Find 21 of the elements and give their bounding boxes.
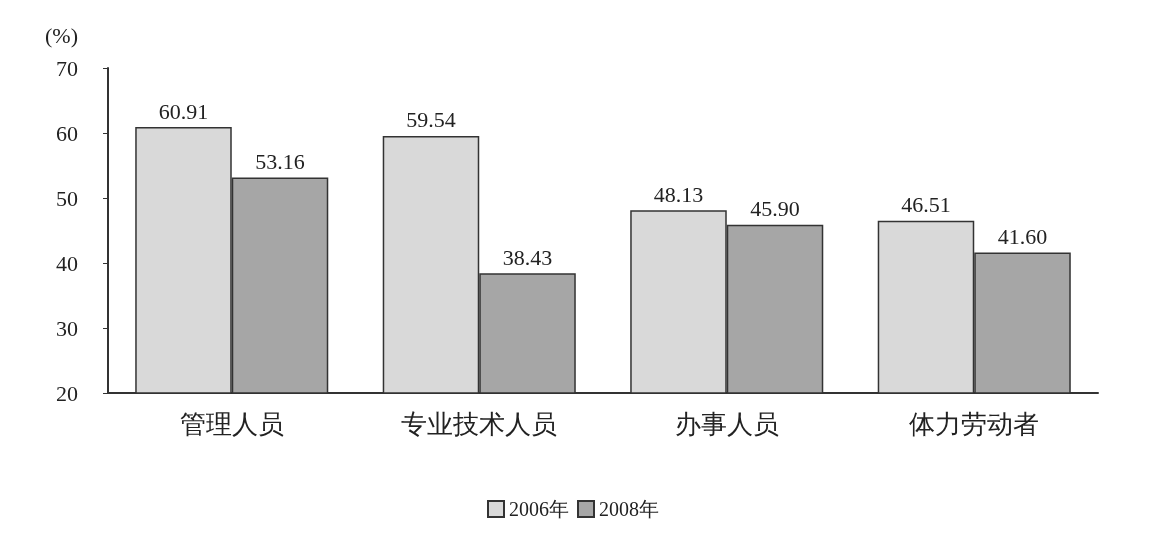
- y-tick-label: 50: [56, 185, 78, 211]
- data-label: 53.16: [255, 148, 305, 174]
- x-tick-label: 办事人员: [674, 409, 779, 439]
- data-label: 59.54: [406, 107, 456, 133]
- x-tick-label: 体力劳动者: [909, 409, 1040, 439]
- legend-label: 2008年: [599, 498, 659, 520]
- y-axis-title: (%): [45, 22, 78, 48]
- data-label: 45.90: [750, 196, 800, 222]
- data-label: 48.13: [653, 181, 704, 207]
- x-tick-label: 管理人员: [179, 409, 284, 439]
- y-tick-label: 30: [56, 315, 78, 341]
- y-tick-label: 40: [56, 250, 78, 276]
- data-label: 46.51: [901, 192, 951, 218]
- y-tick-label: 70: [56, 55, 78, 81]
- y-tick-label: 60: [56, 120, 78, 146]
- data-label: 60.91: [158, 98, 209, 124]
- y-tick-label: 20: [56, 380, 78, 406]
- legend-label: 2006年: [509, 498, 569, 520]
- data-label: 41.60: [997, 224, 1048, 250]
- x-tick-label: 专业技术人员: [401, 409, 558, 439]
- data-label: 38.43: [502, 244, 553, 270]
